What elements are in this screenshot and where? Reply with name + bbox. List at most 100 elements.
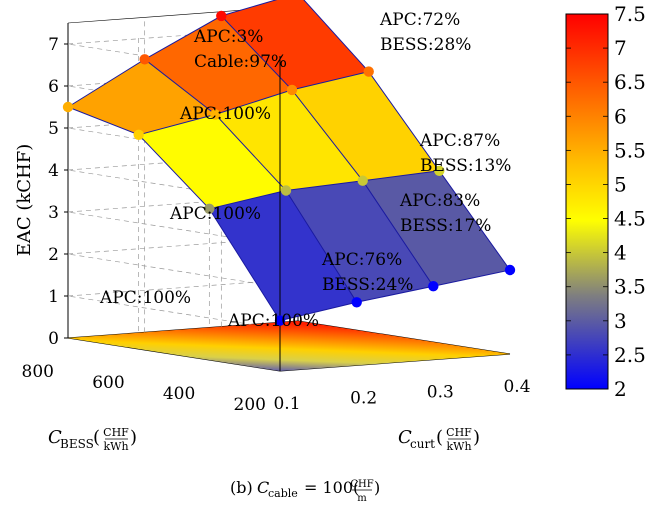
z-tick-label: 0: [48, 329, 59, 349]
svg-text:): ): [374, 478, 380, 497]
svg-text:kWh: kWh: [103, 440, 128, 453]
surface-patch: [215, 89, 363, 191]
z-tick-label: 7: [48, 35, 59, 55]
annotations: APC:100% APC:100% APC:100% APC:100% APC:76% B…: [99, 10, 511, 331]
x-axis-label: C curt ( CHF kWh ): [398, 426, 480, 453]
colorbar-tick-label: 6: [614, 104, 627, 128]
colorbar-tick-label: 7.5: [614, 2, 646, 26]
svg-text:(: (: [93, 427, 100, 448]
annotation-label: BESS:24%: [322, 275, 413, 295]
svg-text:(b): (b): [230, 478, 253, 497]
data-point: [351, 297, 362, 308]
colorbar-tick-label: 4: [614, 241, 627, 265]
colorbar: 2 2.5 3 3.5 4 4.5 5 5.5 6 6.5 7 7.5: [565, 2, 646, 401]
z-tick-label: 2: [48, 245, 59, 265]
data-point: [274, 315, 286, 326]
colorbar-tick-label: 2.5: [614, 343, 646, 367]
z-axis-label: EAC (kCHF): [14, 144, 35, 257]
surface-patch: [286, 180, 434, 303]
svg-text:= 100(: = 100(: [304, 478, 359, 497]
data-point: [434, 165, 445, 176]
tick-labels: 0 1 2 3 4 5 6 7 200 400 600 800 0.1 0.2 0.3 0.4: [22, 35, 531, 415]
colorbar-scale: [565, 13, 609, 390]
data-point: [504, 264, 516, 276]
colorbar-tick-label: 6.5: [614, 70, 646, 94]
y-axis-label: C BESS ( CHF kWh ): [48, 426, 137, 453]
svg-text:BESS: BESS: [60, 437, 94, 451]
mesh-line: [279, 269, 511, 322]
data-point: [363, 66, 374, 77]
annotation-label: APC:83%: [399, 191, 480, 211]
data-point: [139, 54, 150, 65]
surface-patch: [221, 0, 369, 90]
colorbar-tick-label: 3: [614, 309, 627, 333]
x-tick-label: 0.1: [273, 394, 300, 414]
colorbar-tick-label: 5: [614, 173, 627, 197]
surface-patch: [292, 71, 440, 181]
annotation-label: APC:87%: [419, 131, 500, 151]
data-point: [286, 84, 298, 96]
svg-text:m: m: [357, 493, 367, 504]
mesh-line: [220, 15, 434, 287]
svg-text:): ): [130, 427, 137, 448]
surface-patch: [144, 15, 292, 115]
z-tick-label: 4: [48, 161, 59, 181]
svg-text:C: C: [398, 427, 412, 448]
x-tick-label: 0.2: [350, 388, 377, 408]
mesh-line: [138, 71, 369, 136]
svg-text:): ): [473, 427, 480, 448]
annotation-label: APC:76%: [321, 250, 402, 270]
svg-text:(: (: [436, 427, 443, 448]
colorbar-tick-label: 5.5: [614, 138, 646, 162]
colorbar-tick-label: 7: [614, 36, 627, 60]
caption: (b) C cable = 100( CHF m ): [230, 478, 380, 504]
data-point: [216, 10, 227, 22]
x-tick-label: 0.3: [427, 383, 454, 403]
annotation-label: APC:3%: [193, 27, 263, 47]
y-tick-label: 800: [22, 362, 54, 382]
mesh-line: [67, 106, 281, 321]
z-tick-label: 5: [48, 119, 59, 139]
svg-text:CHF: CHF: [103, 426, 129, 439]
data-point: [428, 281, 439, 292]
data-point: [204, 203, 215, 214]
data-points: [62, 10, 516, 326]
surface-patch: [209, 190, 357, 321]
annotation-label: APC:100%: [99, 288, 191, 308]
y-tick-label: 200: [234, 395, 266, 415]
floor-projection: [68, 321, 510, 371]
z-tick-label: 3: [48, 203, 59, 223]
annotation-label: BESS:17%: [400, 216, 491, 236]
z-tick-label: 1: [48, 287, 59, 307]
data-point: [62, 101, 74, 113]
svg-text:CHF: CHF: [446, 426, 472, 439]
svg-text:CHF: CHF: [350, 479, 373, 490]
data-point: [357, 175, 368, 186]
svg-text:cable: cable: [268, 487, 298, 500]
data-point: [280, 185, 292, 196]
mesh-line: [209, 170, 440, 210]
annotation-label: BESS:13%: [420, 156, 511, 176]
annotation-label: Cable:97%: [194, 52, 287, 72]
surface-patch: [362, 170, 510, 287]
mesh-line: [303, 0, 511, 271]
surface-patch: [138, 114, 286, 209]
data-point: [133, 129, 144, 140]
colorbar-tick-label: 4.5: [614, 207, 646, 231]
annotation-label: APC:100%: [227, 311, 319, 331]
svg-text:EAC (kCHF): EAC (kCHF): [14, 144, 35, 257]
colorbar-tick-label: 3.5: [614, 275, 646, 299]
annotation-label: APC:72%: [379, 10, 460, 30]
z-tick-label: 6: [48, 77, 59, 97]
surface-patch: [68, 59, 216, 135]
svg-text:C: C: [48, 427, 62, 448]
data-point: [210, 109, 221, 120]
svg-text:kWh: kWh: [446, 440, 471, 453]
surface: [68, 0, 510, 321]
svg-text:C: C: [257, 478, 269, 497]
svg-text:curt: curt: [410, 437, 435, 451]
mesh-line: [67, 0, 278, 108]
y-tick-label: 400: [163, 384, 195, 404]
annotation-label: APC:100%: [169, 204, 261, 224]
